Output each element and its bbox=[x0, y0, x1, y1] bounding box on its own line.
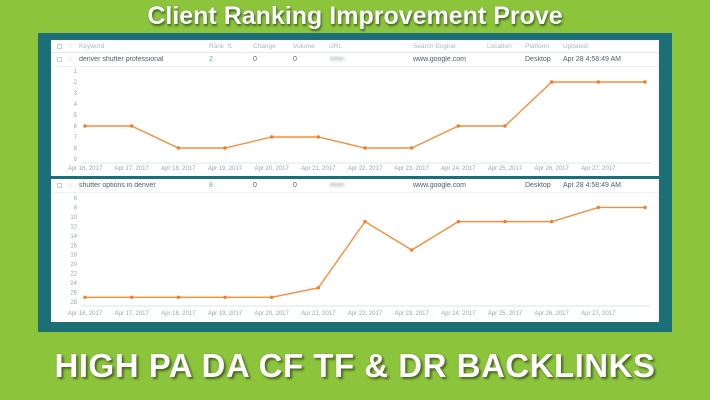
rank-link[interactable]: 8 bbox=[209, 182, 213, 189]
svg-text:Apr 26, 2017: Apr 26, 2017 bbox=[534, 311, 569, 317]
url-cell-blurred: ••••••••••••• bbox=[329, 182, 413, 189]
svg-text:3: 3 bbox=[74, 91, 78, 97]
header-search-engine[interactable]: Search Engine bbox=[413, 42, 456, 50]
platform-cell: Desktop bbox=[525, 182, 551, 189]
header-platform[interactable]: Platform bbox=[525, 42, 550, 50]
svg-text:Apr 22, 2017: Apr 22, 2017 bbox=[348, 311, 383, 317]
favorite-star-icon[interactable]: ☆ bbox=[67, 182, 74, 189]
svg-text:Apr 27, 2017: Apr 27, 2017 bbox=[581, 311, 616, 317]
svg-text:2: 2 bbox=[74, 80, 78, 86]
rank-history-chart-2: 6 8 10 12 14 16 18 20 22 24 26 28 Apr 16, 2017 Apr 17… bbox=[51, 194, 659, 322]
svg-text:Apr 25, 2017: Apr 25, 2017 bbox=[488, 166, 523, 172]
blurred-url-text: ••••••••••••• bbox=[329, 57, 344, 63]
svg-text:20: 20 bbox=[70, 262, 77, 268]
header-volume[interactable]: Volume bbox=[293, 42, 315, 50]
svg-text:Apr 24, 2017: Apr 24, 2017 bbox=[441, 166, 476, 172]
svg-text:Apr 23, 2017: Apr 23, 2017 bbox=[394, 311, 429, 317]
rank-tracker-panel-2: ☆ shutter options in denver 8 0 0 ••••••… bbox=[51, 179, 659, 322]
star-column-icon: ☆ bbox=[67, 42, 74, 50]
checkbox-icon bbox=[56, 43, 62, 49]
checkbox-icon bbox=[56, 183, 62, 188]
header-keyword[interactable]: Keyword bbox=[79, 42, 105, 50]
svg-text:Apr 22, 2017: Apr 22, 2017 bbox=[348, 166, 383, 172]
rank-history-chart-1: 1 2 3 4 5 6 7 8 9 Apr 16, 2017 Apr 17, 2017 Apr 18,… bbox=[51, 67, 659, 176]
volume-cell: 0 bbox=[293, 56, 297, 63]
svg-text:Apr 24, 2017: Apr 24, 2017 bbox=[441, 311, 476, 317]
svg-text:8: 8 bbox=[74, 146, 78, 152]
svg-text:24: 24 bbox=[70, 281, 77, 287]
svg-text:7: 7 bbox=[74, 135, 78, 141]
svg-text:18: 18 bbox=[70, 253, 77, 259]
svg-text:Apr 17, 2017: Apr 17, 2017 bbox=[114, 311, 149, 317]
blurred-url-text: ••••••••••••• bbox=[329, 183, 344, 189]
updated-cell: Apr 28 4:58:49 AM bbox=[563, 182, 621, 189]
select-all-checkbox[interactable] bbox=[51, 43, 67, 49]
header-change[interactable]: Change bbox=[253, 42, 276, 50]
header-rank-label: Rank bbox=[209, 42, 225, 50]
header-url[interactable]: URL bbox=[329, 42, 343, 50]
favorite-star-icon[interactable]: ☆ bbox=[67, 56, 74, 63]
platform-cell: Desktop bbox=[525, 56, 551, 63]
footer-banner: HIGH PA DA CF TF & DR BACKLINKS bbox=[54, 347, 656, 384]
svg-text:8: 8 bbox=[74, 205, 78, 211]
svg-text:Apr 26, 2017: Apr 26, 2017 bbox=[534, 166, 569, 172]
svg-text:Apr 25, 2017: Apr 25, 2017 bbox=[488, 311, 523, 317]
rank-link[interactable]: 2 bbox=[209, 56, 213, 63]
svg-text:Apr 21, 2017: Apr 21, 2017 bbox=[301, 166, 336, 172]
keyword-cell: shutter options in denver bbox=[79, 182, 156, 189]
change-cell: 0 bbox=[253, 56, 257, 63]
svg-text:22: 22 bbox=[70, 272, 77, 278]
svg-text:10: 10 bbox=[70, 215, 77, 221]
svg-text:Apr 17, 2017: Apr 17, 2017 bbox=[114, 166, 149, 172]
svg-text:Apr 18, 2017: Apr 18, 2017 bbox=[161, 311, 196, 317]
url-cell-blurred: ••••••••••••• bbox=[329, 56, 413, 63]
svg-text:6: 6 bbox=[74, 196, 78, 202]
keyword-cell: denver shutter professional bbox=[79, 56, 164, 63]
page-title: Client Ranking Improvement Prove bbox=[147, 2, 563, 30]
row-checkbox[interactable] bbox=[51, 183, 67, 188]
svg-text:Apr 19, 2017: Apr 19, 2017 bbox=[208, 166, 243, 172]
svg-text:26: 26 bbox=[70, 291, 77, 297]
svg-text:16: 16 bbox=[70, 243, 77, 249]
svg-text:Apr 21, 2017: Apr 21, 2017 bbox=[301, 311, 336, 317]
sort-icon[interactable]: ⇅ bbox=[227, 43, 233, 50]
svg-text:Apr 18, 2017: Apr 18, 2017 bbox=[161, 166, 196, 172]
table-row[interactable]: ☆ denver shutter professional 2 0 0 ••••… bbox=[51, 53, 659, 67]
updated-cell: Apr 28 4:58:49 AM bbox=[563, 56, 621, 63]
checkbox-icon bbox=[56, 57, 62, 62]
rank-tracker-panel-1: ☆ Keyword Rank ⇅ Change Volume URL Searc… bbox=[51, 40, 659, 176]
svg-text:Apr 20, 2017: Apr 20, 2017 bbox=[254, 166, 289, 172]
search-engine-cell: www.google.com bbox=[413, 56, 466, 63]
svg-text:28: 28 bbox=[70, 300, 77, 306]
table-header-row: ☆ Keyword Rank ⇅ Change Volume URL Searc… bbox=[51, 40, 659, 53]
table-row[interactable]: ☆ shutter options in denver 8 0 0 ••••••… bbox=[51, 179, 659, 193]
svg-text:Apr 23, 2017: Apr 23, 2017 bbox=[394, 166, 429, 172]
screenshot-frame: ☆ Keyword Rank ⇅ Change Volume URL Searc… bbox=[38, 33, 672, 332]
search-engine-cell: www.google.com bbox=[413, 182, 466, 189]
row-checkbox[interactable] bbox=[51, 57, 67, 62]
svg-text:6: 6 bbox=[74, 124, 78, 130]
svg-text:4: 4 bbox=[74, 102, 78, 108]
header-location[interactable]: Location bbox=[487, 42, 512, 50]
change-cell: 0 bbox=[253, 182, 257, 189]
svg-text:1: 1 bbox=[74, 69, 78, 75]
svg-text:Apr 19, 2017: Apr 19, 2017 bbox=[208, 311, 243, 317]
svg-text:Apr 20, 2017: Apr 20, 2017 bbox=[254, 311, 289, 317]
svg-text:12: 12 bbox=[70, 224, 77, 230]
svg-text:Apr 27, 2017: Apr 27, 2017 bbox=[581, 166, 616, 172]
svg-text:9: 9 bbox=[74, 157, 78, 163]
svg-text:Apr 16, 2017: Apr 16, 2017 bbox=[68, 311, 103, 317]
header-rank[interactable]: Rank ⇅ bbox=[209, 43, 253, 50]
volume-cell: 0 bbox=[293, 182, 297, 189]
svg-text:5: 5 bbox=[74, 113, 78, 119]
svg-text:14: 14 bbox=[70, 234, 77, 240]
svg-text:Apr 16, 2017: Apr 16, 2017 bbox=[68, 166, 103, 172]
header-updated[interactable]: Updated bbox=[563, 42, 588, 50]
